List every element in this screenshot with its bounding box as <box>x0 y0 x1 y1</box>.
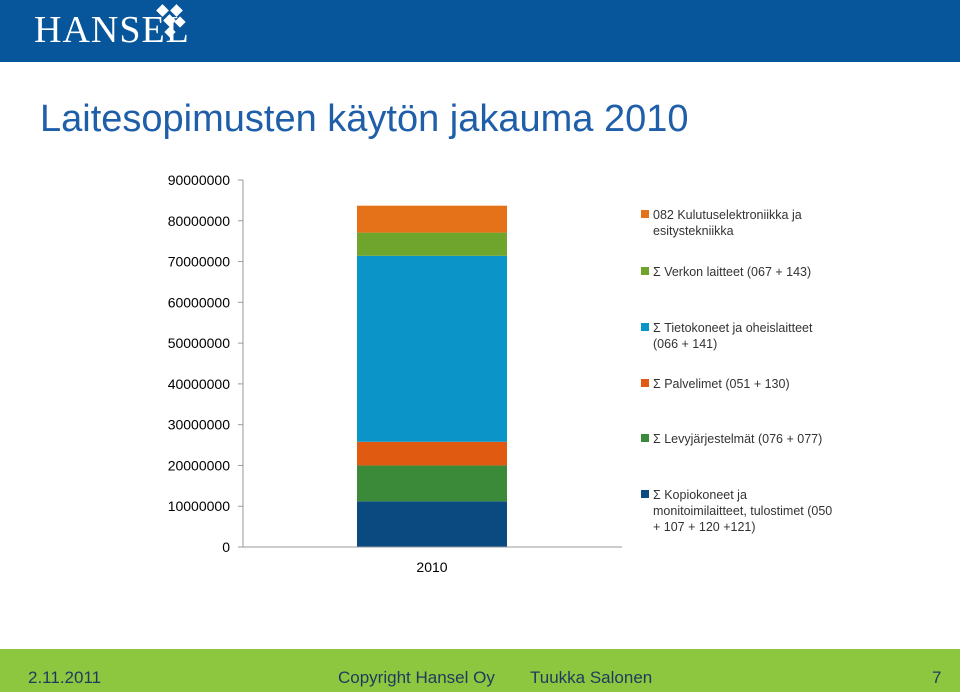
bar-segment-0 <box>357 501 507 547</box>
legend-swatch <box>641 490 649 498</box>
legend-entry-text: Σ Palvelimet (051 + 130) <box>653 377 790 391</box>
footer-date: 2.11.2011 <box>28 668 102 687</box>
bar-segment-3 <box>357 255 507 442</box>
legend-entry-text: Σ Verkon laitteet (067 + 143) <box>653 265 811 279</box>
bar-segment-1 <box>357 465 507 502</box>
y-tick-label: 70000000 <box>168 254 231 270</box>
x-tick-label: 2010 <box>416 559 447 575</box>
y-tick-label: 40000000 <box>168 376 231 392</box>
y-tick-label: 80000000 <box>168 213 231 229</box>
legend-entry-text: 082 Kulutuselektroniikka ja <box>653 208 802 222</box>
legend-swatch <box>641 434 649 442</box>
bar-segment-5 <box>357 205 507 233</box>
y-axis: 90000000 80000000 70000000 60000000 50000000… <box>168 172 244 555</box>
y-tick-label: 90000000 <box>168 172 231 188</box>
slide-title: Laitesopimusten käytön jakauma 2010 <box>40 98 689 140</box>
y-tick-label: 10000000 <box>168 498 231 514</box>
legend-swatch <box>641 210 649 218</box>
legend-entry-text: monitoimilaitteet, tulostimet (050 <box>653 504 832 518</box>
page-number: 7 <box>932 668 942 687</box>
y-tick-label: 0 <box>222 539 230 555</box>
x-axis: 2010 <box>243 546 622 575</box>
bar-segment-4 <box>357 232 507 256</box>
bar-stack <box>357 205 507 547</box>
legend-swatch <box>641 379 649 387</box>
legend-swatch <box>641 323 649 331</box>
legend-entry-text: esitystekniikka <box>653 224 734 238</box>
legend: 082 Kulutuselektroniikka ja esitystekniik… <box>641 208 832 534</box>
legend-entry-text: (066 + 141) <box>653 337 717 351</box>
legend-entry-text: Σ Levyjärjestelmät (076 + 077) <box>653 432 822 446</box>
legend-entry-text: + 107 + 120 +121) <box>653 520 756 534</box>
legend-entry-text: Σ Kopiokoneet ja <box>653 488 747 502</box>
y-tick-label: 60000000 <box>168 294 231 310</box>
footer-author: Tuukka Salonen <box>530 668 653 687</box>
legend-swatch <box>641 267 649 275</box>
y-tick-label: 30000000 <box>168 417 231 433</box>
footer-copyright: Copyright Hansel Oy <box>338 668 495 687</box>
y-tick-label: 50000000 <box>168 335 231 351</box>
y-tick-label: 20000000 <box>168 457 231 473</box>
legend-entry-text: Σ Tietokoneet ja oheislaitteet <box>653 321 813 335</box>
header-bar: HANSEL <box>0 0 960 62</box>
footer-bar: 2.11.2011 Copyright Hansel Oy Tuukka Sal… <box>0 649 960 692</box>
logo-mark-icon <box>156 4 186 38</box>
bar-segment-2 <box>357 441 507 466</box>
